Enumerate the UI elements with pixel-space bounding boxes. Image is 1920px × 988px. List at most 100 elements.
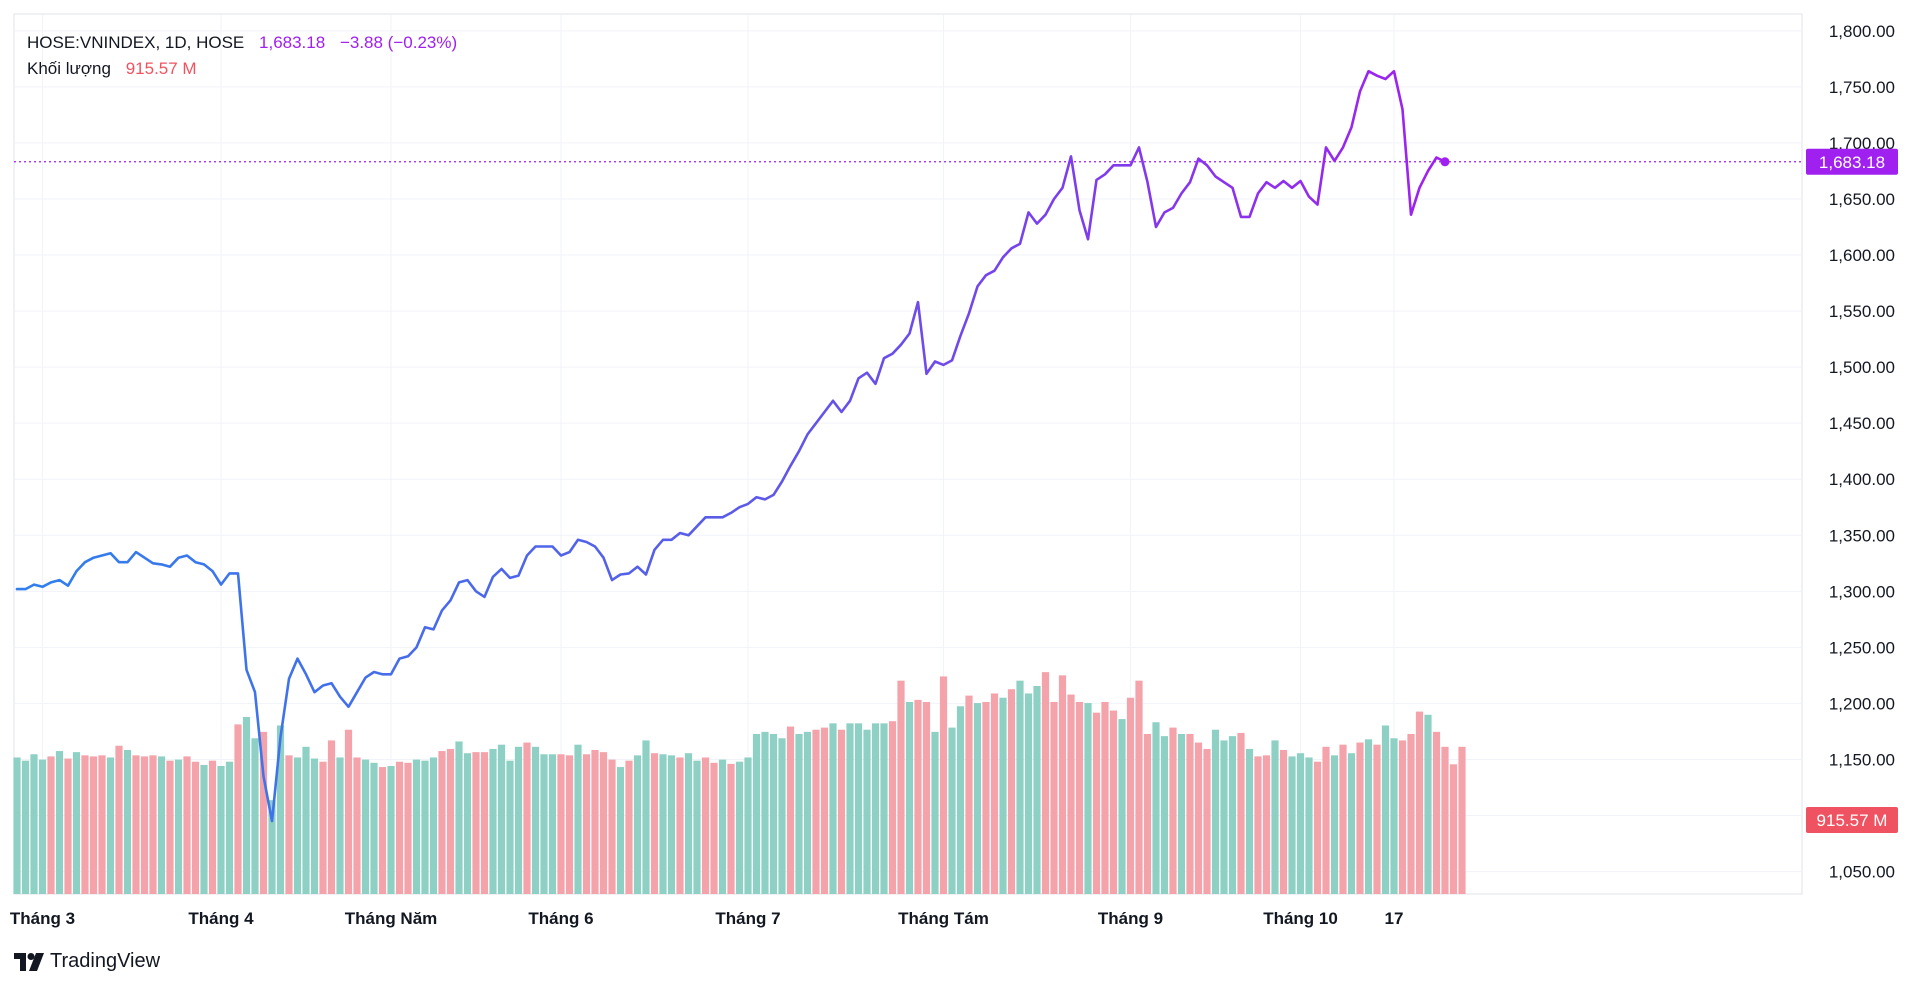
volume-bar bbox=[327, 740, 336, 894]
volume-bar bbox=[480, 752, 489, 894]
volume-bar bbox=[676, 757, 684, 894]
x-tick-label: Tháng 4 bbox=[188, 909, 254, 928]
volume-bar bbox=[472, 752, 480, 894]
volume-bar bbox=[183, 756, 191, 894]
volume-bar bbox=[693, 760, 701, 894]
x-tick-label: Tháng 9 bbox=[1098, 909, 1163, 928]
volume-bar bbox=[293, 757, 302, 894]
volume-bar bbox=[684, 753, 693, 894]
volume-bar bbox=[531, 746, 540, 894]
volume-bar bbox=[1424, 714, 1432, 894]
volume-bar bbox=[642, 740, 650, 894]
x-tick-label: 17 bbox=[1385, 909, 1404, 928]
volume-bar bbox=[81, 755, 89, 894]
volume-bar bbox=[778, 738, 786, 894]
grid bbox=[13, 13, 1803, 895]
volume-bar bbox=[965, 695, 973, 894]
volume-bar bbox=[191, 761, 200, 894]
volume-bar bbox=[1016, 680, 1024, 894]
volume-bar bbox=[990, 693, 999, 894]
volume-bar bbox=[1415, 711, 1424, 894]
volume-bar bbox=[1432, 731, 1441, 894]
x-tick-label: Tháng 6 bbox=[528, 909, 593, 928]
volume-bar bbox=[1084, 703, 1092, 894]
volume-bar bbox=[514, 746, 523, 894]
volume-bar bbox=[599, 752, 608, 894]
price-change: −3.88 (−0.23%) bbox=[339, 33, 458, 52]
volume-bar bbox=[268, 800, 276, 894]
volume-bar bbox=[829, 723, 837, 894]
tradingview-logo[interactable]: TradingView bbox=[14, 950, 160, 973]
volume-bar bbox=[140, 756, 149, 894]
volume-bar bbox=[752, 734, 761, 894]
volume-bar bbox=[1373, 744, 1381, 894]
y-tick-label: 1,750.00 bbox=[1829, 78, 1895, 97]
volume-bar bbox=[1288, 756, 1296, 894]
volume-bar bbox=[922, 702, 931, 894]
volume-bar bbox=[1041, 672, 1050, 894]
volume-bar bbox=[956, 706, 965, 894]
y-tick-label: 1,800.00 bbox=[1829, 22, 1895, 41]
price-tag bbox=[1806, 148, 1898, 175]
volume-bar bbox=[438, 751, 446, 894]
y-tick-label: 1,650.00 bbox=[1829, 190, 1895, 209]
volume-bar bbox=[463, 753, 472, 894]
volume-bar bbox=[710, 762, 718, 894]
volume-bar bbox=[1169, 727, 1177, 894]
y-tick-label: 1,400.00 bbox=[1829, 470, 1895, 489]
volume-bar bbox=[1407, 734, 1415, 894]
volume-bar bbox=[55, 751, 64, 894]
volume-bar bbox=[1194, 742, 1203, 894]
volume-bar bbox=[786, 726, 795, 894]
volume-bar bbox=[38, 759, 47, 894]
volume-bar bbox=[412, 759, 421, 894]
volume-bar bbox=[497, 744, 506, 894]
volume-bar bbox=[225, 761, 234, 894]
volume-bar bbox=[1398, 740, 1407, 894]
volume-bar bbox=[880, 723, 888, 894]
volume-bar bbox=[948, 727, 956, 894]
volume-bar bbox=[1152, 722, 1160, 894]
volume-value: 915.57 M bbox=[125, 59, 197, 78]
volume-label[interactable]: Khối lượng bbox=[27, 59, 111, 78]
x-axis[interactable]: Tháng 3 Tháng 4 Tháng Năm Tháng 6 Tháng 7 Thá… bbox=[10, 909, 1404, 928]
volume-bar bbox=[744, 757, 752, 894]
volume-bar bbox=[727, 763, 735, 894]
volume-bar bbox=[939, 676, 948, 894]
legend: HOSE:VNINDEX, 1D, HOSE 1,683.18 −3.88 (−… bbox=[27, 30, 457, 82]
volume-bar bbox=[557, 754, 565, 894]
volume-bar bbox=[1296, 753, 1305, 894]
volume-bar bbox=[166, 760, 174, 894]
volume-bar bbox=[931, 731, 939, 894]
tradingview-icon bbox=[14, 952, 44, 971]
y-tick-label: 1,350.00 bbox=[1829, 526, 1895, 545]
volume-bar bbox=[1458, 746, 1466, 894]
volume-bar bbox=[1109, 710, 1118, 894]
volume-bar bbox=[616, 767, 625, 894]
volume-bar bbox=[1143, 734, 1152, 894]
volume-bar bbox=[1050, 702, 1058, 894]
y-tick-label: 1,450.00 bbox=[1829, 414, 1895, 433]
volume-bars bbox=[13, 672, 1466, 894]
volume-bar bbox=[157, 756, 166, 894]
y-tick-label: 1,300.00 bbox=[1829, 582, 1895, 601]
volume-bar bbox=[344, 729, 353, 894]
volume-tag bbox=[1806, 807, 1898, 833]
volume-bar bbox=[1203, 748, 1211, 894]
volume-tag-label: 915.57 M bbox=[1817, 811, 1888, 830]
volume-bar bbox=[1228, 736, 1237, 894]
volume-bar bbox=[812, 729, 820, 894]
legend-volume-row: Khối lượng 915.57 M bbox=[27, 56, 457, 82]
volume-bar bbox=[888, 721, 897, 894]
volume-bar bbox=[1220, 740, 1228, 894]
volume-bar bbox=[30, 754, 38, 894]
volume-bar bbox=[200, 764, 208, 894]
volume-bar bbox=[548, 754, 557, 894]
volume-bar bbox=[1126, 697, 1135, 894]
volume-bar bbox=[1135, 680, 1143, 894]
volume-bar bbox=[1101, 702, 1109, 894]
volume-bar bbox=[846, 723, 854, 894]
volume-bar bbox=[115, 745, 123, 894]
symbol-label[interactable]: HOSE:VNINDEX, 1D, HOSE bbox=[27, 33, 245, 52]
